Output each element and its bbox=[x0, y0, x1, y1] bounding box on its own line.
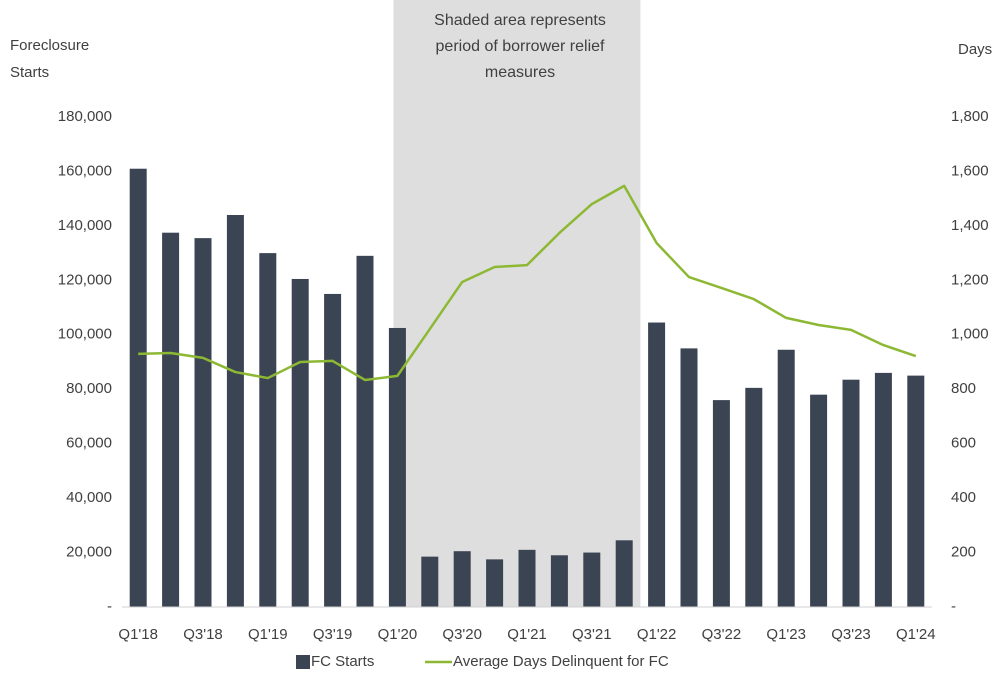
y2-tick-label: 600 bbox=[951, 435, 976, 452]
y2-tick-label: 400 bbox=[951, 489, 976, 506]
y2-tick-label: 1,200 bbox=[951, 271, 989, 288]
bar bbox=[712, 400, 730, 607]
bar bbox=[291, 278, 309, 607]
x-tick-label: Q1'19 bbox=[248, 626, 288, 643]
y-tick-label: 20,000 bbox=[66, 544, 112, 561]
bar bbox=[324, 293, 342, 607]
x-tick-label: Q3'22 bbox=[702, 626, 742, 643]
legend-label: Average Days Delinquent for FC bbox=[453, 653, 669, 670]
bar bbox=[648, 322, 666, 607]
bar bbox=[874, 372, 892, 607]
bar bbox=[680, 348, 698, 607]
y-tick-label: 40,000 bbox=[66, 489, 112, 506]
x-tick-label: Q3'19 bbox=[313, 626, 353, 643]
x-tick-label: Q3'20 bbox=[442, 626, 482, 643]
bar bbox=[777, 349, 795, 607]
bar bbox=[810, 394, 828, 607]
bar bbox=[842, 379, 860, 607]
y-tick-label: 160,000 bbox=[58, 162, 112, 179]
x-tick-label: Q1'24 bbox=[896, 626, 936, 643]
x-tick-label: Q1'18 bbox=[118, 626, 158, 643]
bar bbox=[356, 255, 374, 608]
legend-swatch bbox=[296, 655, 310, 669]
y2-tick-label: - bbox=[951, 598, 956, 615]
bar bbox=[194, 238, 212, 607]
bar bbox=[453, 551, 471, 607]
y-tick-label: 180,000 bbox=[58, 108, 112, 125]
bar bbox=[583, 552, 601, 607]
y-tick-label: 100,000 bbox=[58, 326, 112, 343]
bar bbox=[226, 215, 244, 607]
y-tick-label: 60,000 bbox=[66, 435, 112, 452]
y2-tick-label: 1,000 bbox=[951, 326, 989, 343]
legend-label: FC Starts bbox=[311, 653, 374, 670]
y-tick-label: 80,000 bbox=[66, 380, 112, 397]
bar bbox=[486, 559, 504, 607]
annotation: Shaded area represents bbox=[434, 12, 606, 29]
bar bbox=[745, 387, 763, 607]
y-axis-label: Starts bbox=[10, 64, 49, 81]
bar bbox=[162, 232, 180, 607]
bar bbox=[421, 556, 439, 607]
annotation: measures bbox=[485, 64, 555, 81]
bar bbox=[518, 549, 536, 607]
y2-axis-label: Days bbox=[958, 41, 992, 58]
y2-tick-label: 800 bbox=[951, 380, 976, 397]
x-tick-label: Q1'22 bbox=[637, 626, 677, 643]
x-tick-label: Q3'23 bbox=[831, 626, 871, 643]
y2-tick-label: 1,400 bbox=[951, 217, 989, 234]
x-tick-label: Q3'18 bbox=[183, 626, 223, 643]
y2-tick-label: 1,800 bbox=[951, 108, 989, 125]
x-tick-label: Q1'23 bbox=[766, 626, 806, 643]
y-tick-label: - bbox=[107, 598, 112, 615]
x-tick-label: Q1'21 bbox=[507, 626, 547, 643]
y-tick-label: 120,000 bbox=[58, 271, 112, 288]
line bbox=[138, 184, 917, 382]
bar bbox=[259, 253, 277, 607]
bar bbox=[615, 540, 633, 607]
y2-tick-label: 1,600 bbox=[951, 162, 989, 179]
bar bbox=[129, 168, 147, 607]
shaded-region bbox=[393, 0, 641, 607]
bar bbox=[388, 327, 406, 607]
x-tick-label: Q3'21 bbox=[572, 626, 612, 643]
x-tick-label: Q1'20 bbox=[378, 626, 418, 643]
bar bbox=[907, 375, 925, 607]
bar bbox=[550, 555, 568, 607]
annotation: period of borrower relief bbox=[436, 38, 606, 55]
y-axis-label: Foreclosure bbox=[10, 37, 89, 54]
y-tick-label: 140,000 bbox=[58, 217, 112, 234]
y2-tick-label: 200 bbox=[951, 544, 976, 561]
